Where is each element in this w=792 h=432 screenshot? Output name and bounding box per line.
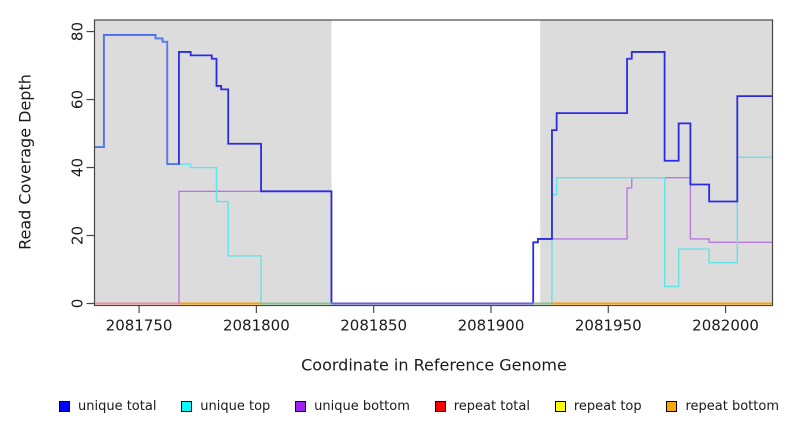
x-tick-label: 2081950 [575, 317, 642, 335]
legend-swatch-unique-bottom [295, 401, 307, 412]
x-tick-label: 2081900 [458, 317, 525, 335]
shaded-region [540, 20, 773, 304]
plot-border [93, 19, 774, 307]
legend-item-unique-top: unique top [181, 399, 270, 414]
y-tick-label: 20 [69, 226, 87, 245]
legend-item-repeat-top: repeat top [554, 399, 642, 414]
x-tick-label: 2081750 [106, 317, 173, 335]
y-tick-label: 40 [69, 158, 87, 177]
y-axis-title: Read Coverage Depth [15, 74, 35, 250]
coverage-chart-svg: 2081750 2081800 2081850 2081900 2081950 20820… [69, 19, 774, 335]
legend-item-unique-total: unique total [59, 399, 156, 414]
x-tick-label: 2081800 [223, 317, 290, 335]
legend-label-repeat-top: repeat top [573, 399, 642, 414]
legend-swatch-repeat-bottom [666, 401, 678, 412]
legend-item-unique-bottom: unique bottom [295, 399, 410, 414]
legend-label-unique-bottom: unique bottom [314, 399, 410, 414]
legend-label-repeat-bottom: repeat bottom [685, 399, 779, 414]
x-tick-label: 2082000 [692, 317, 759, 335]
y-tick-label: 80 [69, 22, 87, 41]
y-tick-label: 0 [69, 299, 87, 309]
legend-swatch-unique-top [181, 401, 193, 412]
x-axis-title: Coordinate in Reference Genome [301, 355, 567, 375]
legend-label-repeat-total: repeat total [453, 399, 530, 414]
legend-item-repeat-bottom: repeat bottom [666, 399, 779, 414]
coverage-chart: 2081750 2081800 2081850 2081900 2081950 20820… [69, 19, 774, 335]
legend: unique total unique top unique bottom repea… [59, 399, 779, 414]
legend-label-unique-total: unique total [78, 399, 157, 414]
series-overlap-highlight [94, 34, 179, 165]
y-tick-label: 60 [69, 90, 87, 109]
shaded-region [94, 20, 332, 304]
legend-swatch-unique-total [59, 401, 70, 412]
legend-swatch-repeat-top [554, 401, 566, 412]
legend-label-unique-top: unique top [200, 399, 271, 414]
x-tick-label: 2081850 [340, 317, 407, 335]
legend-item-repeat-total: repeat total [434, 399, 530, 414]
legend-swatch-repeat-total [434, 401, 446, 412]
